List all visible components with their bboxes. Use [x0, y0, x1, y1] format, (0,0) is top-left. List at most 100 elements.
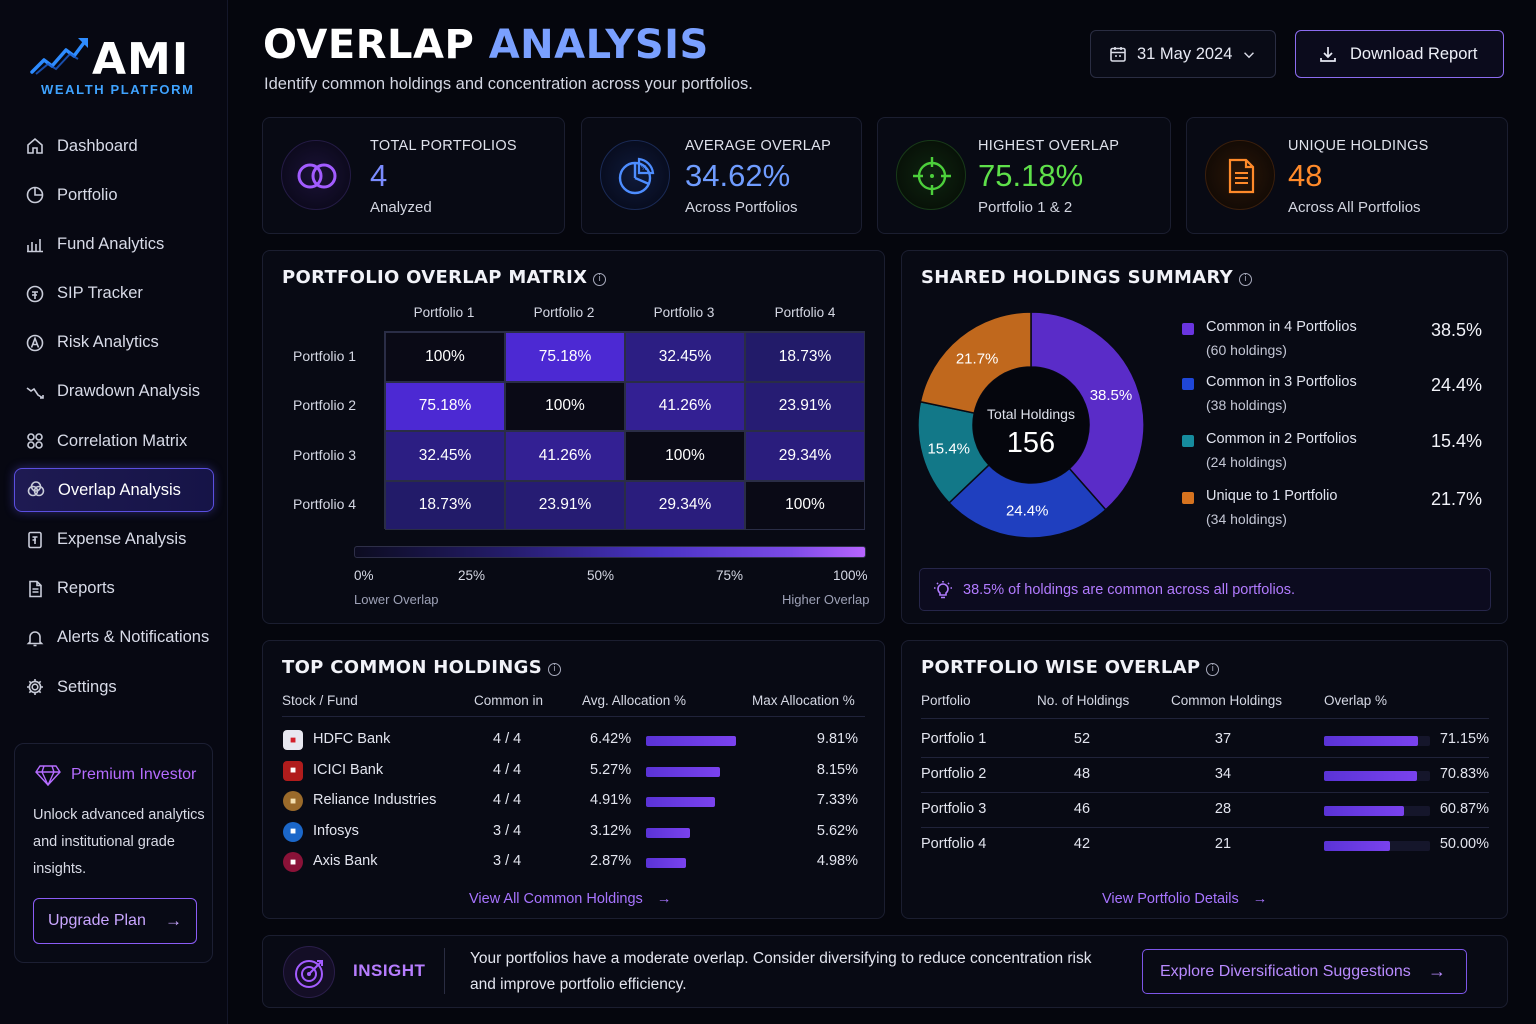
sidebar-item-drawdown-analysis[interactable]: Drawdown Analysis — [14, 370, 214, 414]
panel-title: SHARED HOLDINGS SUMMARY i — [921, 267, 1253, 288]
holding-avg-allocation: 5.27% — [590, 761, 632, 778]
matrix-cell: 32.45% — [625, 332, 745, 382]
holding-max-allocation: 9.81% — [816, 731, 858, 747]
scale-tick: 75% — [716, 568, 744, 583]
row-divider — [921, 757, 1489, 758]
view-portfolio-details-link[interactable]: View Portfolio Details → — [1102, 891, 1268, 907]
holding-name: Reliance Industries — [313, 792, 437, 808]
donut-center-value: 156 — [1007, 427, 1055, 459]
matrix-cell: 29.34% — [625, 480, 745, 530]
holding-max-allocation: 7.33% — [816, 792, 858, 808]
sidebar-item-settings[interactable]: Settings — [14, 665, 214, 709]
info-icon[interactable]: i — [1239, 273, 1253, 286]
legend-swatch — [1182, 492, 1194, 504]
legend-swatch — [1182, 378, 1194, 390]
overlap-bar — [1324, 771, 1430, 781]
top-common-holdings-panel: TOP COMMON HOLDINGS i Stock / Fund Common… — [262, 640, 885, 919]
view-all-common-holdings-link[interactable]: View All Common Holdings → — [469, 891, 672, 907]
sidebar-item-alerts[interactable]: Alerts & Notifications — [14, 616, 214, 660]
matrix-cell: 18.73% — [385, 480, 505, 530]
row-divider — [921, 827, 1489, 828]
holding-max-allocation: 5.62% — [816, 822, 858, 839]
legend-pct: 24.4% — [1430, 375, 1482, 395]
header-divider — [921, 718, 1489, 719]
sidebar-item-risk-analytics[interactable]: Risk Analytics — [14, 321, 214, 365]
portfolio-name: Portfolio 4 — [921, 836, 987, 852]
legend-count: (38 holdings) — [1206, 397, 1287, 413]
upgrade-plan-button[interactable]: Upgrade Plan → — [33, 898, 197, 944]
scale-high-label: Higher Overlap — [782, 592, 870, 607]
download-report-button[interactable]: Download Report — [1295, 30, 1504, 78]
holding-max-allocation: 4.98% — [816, 853, 858, 869]
scale-low-label: Lower Overlap — [354, 592, 439, 607]
sidebar-item-label: Reports — [57, 579, 115, 598]
matrix-cell: 41.26% — [505, 431, 625, 481]
explore-diversification-button[interactable]: Explore Diversification Suggestions → — [1142, 949, 1467, 994]
arrow-right-icon: → — [656, 891, 672, 907]
portfolio-common-count: 37 — [1214, 731, 1232, 747]
portfolio-overlap-pct: 70.83% — [1439, 766, 1489, 782]
sidebar-item-reports[interactable]: Reports — [14, 567, 214, 611]
sidebar-item-sip-tracker[interactable]: SIP Tracker — [14, 272, 214, 316]
portfolio-common-count: 21 — [1214, 836, 1232, 852]
arrow-right-icon: → — [1252, 891, 1268, 907]
note-text: 38.5% of holdings are common across all … — [963, 581, 1296, 598]
date-value: 31 May 2024 — [1137, 44, 1233, 63]
holding-name: ICICI Bank — [313, 761, 384, 778]
portfolio-overlap-pct: 50.00% — [1439, 836, 1489, 852]
donut-slice-label: 15.4% — [927, 440, 970, 457]
holding-common-in: 3 / 4 — [493, 822, 522, 839]
info-icon[interactable]: i — [1206, 663, 1220, 676]
sidebar-item-expense-analysis[interactable]: Expense Analysis — [14, 518, 214, 562]
divider — [444, 948, 445, 994]
brand-logo[interactable]: AMI WEALTH PLATFORM — [30, 32, 200, 102]
matrix-col-label: Portfolio 2 — [533, 305, 595, 320]
sidebar-item-label: Settings — [57, 677, 117, 696]
row-divider — [921, 792, 1489, 793]
explore-label: Explore Diversification Suggestions — [1160, 962, 1411, 980]
bell-icon — [26, 631, 44, 647]
date-picker[interactable]: 31 May 2024 — [1090, 30, 1276, 78]
page-title-part2: ANALYSIS — [488, 22, 709, 68]
sidebar-item-fund-analytics[interactable]: Fund Analytics — [14, 222, 214, 266]
matrix-row-label: Portfolio 4 — [293, 496, 357, 512]
kpi-sub: Portfolio 1 & 2 — [978, 199, 1073, 216]
diamond-icon — [35, 765, 61, 786]
kpi-average-overlap: % AVERAGE OVERLAP 34.62% Across Portfoli… — [581, 117, 862, 234]
upgrade-plan-label: Upgrade Plan — [48, 912, 146, 929]
holding-name: Axis Bank — [313, 853, 378, 869]
matrix-cell: 23.91% — [745, 381, 865, 431]
sidebar-item-label: Drawdown Analysis — [57, 382, 201, 401]
scale-tick: 100% — [833, 568, 868, 583]
matrix-cell: 100% — [385, 332, 505, 382]
sidebar-item-overlap-analysis[interactable]: Overlap Analysis — [14, 468, 214, 513]
sidebar-item-dashboard[interactable]: Dashboard — [14, 124, 214, 168]
sidebar-item-label: Overlap Analysis — [58, 480, 181, 499]
header-divider — [282, 716, 865, 717]
overlap-bar — [1324, 806, 1430, 816]
column-header: Common Holdings — [1171, 693, 1283, 708]
kpi-value: 34.62% — [685, 158, 791, 193]
matrix-col-label: Portfolio 1 — [413, 305, 475, 320]
column-header: Overlap % — [1324, 693, 1388, 708]
legend-pct: 15.4% — [1430, 431, 1482, 451]
legend-name: Common in 3 Portfolios — [1206, 374, 1357, 390]
shared-holdings-note: 38.5% of holdings are common across all … — [919, 568, 1491, 611]
kpi-sub: Analyzed — [370, 199, 432, 216]
legend-pct: 21.7% — [1430, 489, 1482, 509]
info-icon[interactable]: i — [593, 273, 607, 286]
overlap-circles-icon — [281, 140, 351, 210]
kpi-label: TOTAL PORTFOLIOS — [370, 138, 517, 154]
sidebar-item-portfolio[interactable]: Portfolio — [14, 173, 214, 217]
matrix-cell: 75.18% — [505, 332, 625, 382]
column-header: Avg. Allocation % — [582, 693, 687, 708]
shared-holdings-donut: 38.5% 24.4% 15.4% 21.7% Total Holdings 156 — [917, 311, 1145, 539]
gear-icon — [27, 679, 43, 696]
legend-swatch — [1182, 435, 1194, 447]
holding-name: HDFC Bank — [313, 731, 391, 747]
target-arrow-icon — [283, 946, 335, 998]
column-header: Portfolio — [921, 693, 971, 708]
info-icon[interactable]: i — [548, 663, 561, 676]
sidebar-item-correlation-matrix[interactable]: Correlation Matrix — [14, 419, 214, 463]
expense-icon — [28, 531, 42, 548]
